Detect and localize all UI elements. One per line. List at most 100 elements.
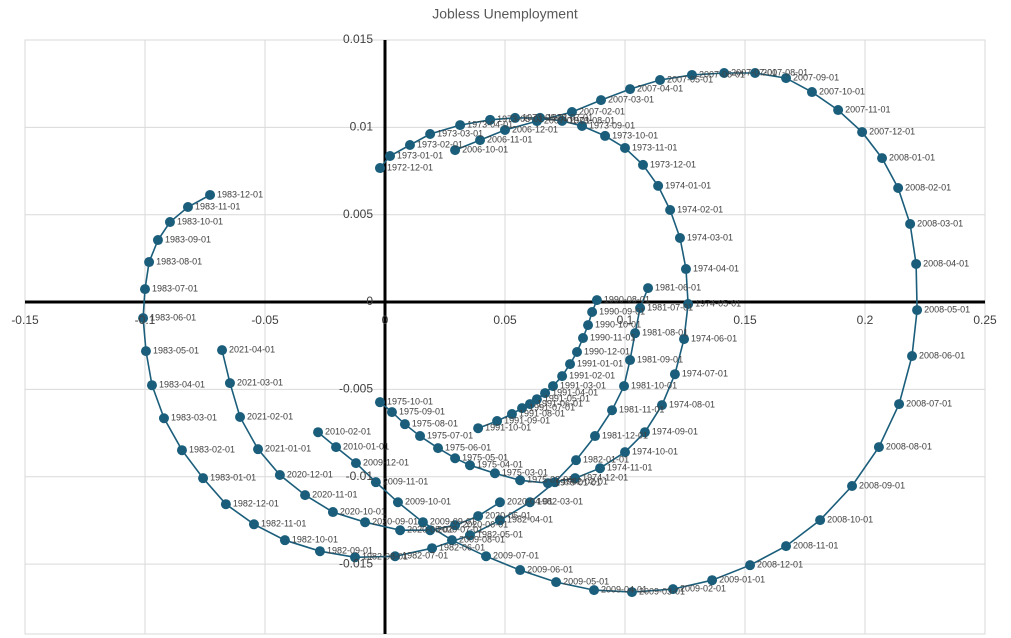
point-label: 1990-09-01 — [599, 306, 645, 316]
point-label: 1990-08-01 — [604, 295, 650, 305]
data-point — [464, 460, 475, 471]
data-point — [620, 142, 630, 153]
data-point — [806, 87, 817, 98]
point-label: 1991-08-01 — [519, 408, 565, 418]
data-point — [686, 69, 697, 80]
data-point — [877, 153, 888, 164]
data-point — [587, 307, 598, 318]
data-point — [619, 381, 630, 392]
data-point — [577, 120, 588, 131]
data-point — [279, 535, 290, 546]
point-label: 1991-05-01 — [544, 394, 590, 404]
data-point — [176, 445, 187, 456]
point-label: 2021-02-01 — [247, 411, 293, 421]
data-point — [643, 283, 654, 294]
data-point — [600, 130, 611, 141]
data-point — [433, 443, 444, 454]
data-point — [485, 114, 496, 125]
point-label: 1983-12-01 — [217, 189, 263, 199]
point-label: 1975-04-01 — [477, 460, 523, 470]
point-label: 2008-05-01 — [924, 304, 970, 314]
point-label: 2009-04-01 — [601, 585, 647, 595]
point-label: 1974-02-01 — [677, 204, 723, 214]
data-point — [446, 535, 457, 546]
data-point — [531, 394, 542, 405]
point-label: 1981-07-01 — [647, 302, 693, 312]
x-tick-label: -0.05 — [251, 313, 279, 327]
data-point — [350, 458, 361, 469]
point-label: 1991-09-01 — [504, 415, 550, 425]
data-point — [620, 447, 630, 458]
data-point — [331, 442, 342, 453]
point-label: 2020-09-01 — [372, 517, 418, 527]
data-point — [540, 388, 551, 399]
data-point — [907, 351, 918, 362]
data-point — [847, 481, 858, 492]
x-tick-label: -0.15 — [11, 313, 39, 327]
x-tick-label: 0.1 — [617, 313, 634, 327]
data-point — [625, 84, 636, 95]
point-label: 2020-04-01 — [507, 497, 553, 507]
data-point — [719, 68, 730, 79]
point-label: 1973-12-01 — [650, 159, 696, 169]
point-label: 1982-10-01 — [292, 535, 338, 545]
data-point — [589, 585, 600, 596]
data-point — [475, 135, 486, 146]
point-label: 1973-10-01 — [612, 130, 658, 140]
point-label: 1975-01-01 — [555, 478, 601, 488]
data-point — [140, 346, 151, 357]
point-label: 2008-03-01 — [917, 218, 963, 228]
data-point — [571, 455, 582, 466]
data-point — [668, 584, 678, 595]
point-label: 1982-04-01 — [507, 515, 553, 525]
data-point — [450, 145, 461, 156]
point-label: 1974-05-01 — [695, 298, 741, 308]
point-label: 2006-11-01 — [487, 134, 532, 144]
data-point — [506, 409, 517, 420]
point-label: 2007-08-01 — [762, 67, 808, 77]
y-tick-label: 0.01 — [350, 120, 374, 134]
data-point — [300, 490, 311, 501]
data-point — [205, 189, 216, 200]
point-label: 2007-05-01 — [667, 74, 713, 84]
point-label: 2009-02-01 — [680, 583, 726, 593]
point-label: 2009-09-01 — [430, 517, 476, 527]
point-label: 2007-07-01 — [731, 67, 777, 77]
point-label: 2007-04-01 — [637, 83, 683, 93]
data-point — [531, 116, 542, 127]
data-point — [473, 511, 484, 522]
point-label: 2009-08-01 — [459, 535, 505, 545]
data-point — [857, 127, 868, 138]
data-point — [557, 371, 568, 382]
point-label: 1973-11-01 — [632, 142, 677, 152]
point-label: 2008-02-01 — [905, 182, 951, 192]
point-label: 1973-03-01 — [437, 128, 483, 138]
point-label: 2020-10-01 — [340, 506, 386, 516]
point-label: 2007-09-01 — [793, 72, 839, 82]
data-point — [399, 419, 410, 430]
point-label: 2020-08-01 — [407, 525, 453, 535]
point-label: 2008-07-01 — [906, 398, 952, 408]
data-point — [655, 75, 666, 86]
data-point — [450, 453, 461, 464]
point-label: 1982-12-01 — [233, 499, 279, 509]
point-label: 2009-03-01 — [639, 586, 685, 596]
point-label: 1973-02-01 — [417, 139, 463, 149]
data-point — [517, 403, 528, 414]
point-label: 2009-06-01 — [527, 564, 573, 574]
data-point — [450, 520, 461, 531]
point-label: 1974-03-01 — [687, 232, 733, 242]
point-label: 2008-10-01 — [827, 514, 873, 524]
data-point — [873, 442, 884, 453]
point-label: 1991-03-01 — [560, 380, 606, 390]
point-label: 2020-06-01 — [462, 520, 508, 530]
x-tick-label: 0.05 — [493, 313, 517, 327]
data-point — [404, 139, 415, 150]
data-point — [385, 151, 396, 162]
point-label: 1973-09-01 — [589, 120, 635, 130]
data-point — [500, 124, 510, 135]
point-label: 2008-09-01 — [859, 480, 905, 490]
data-point — [894, 399, 905, 410]
data-point — [679, 334, 690, 345]
